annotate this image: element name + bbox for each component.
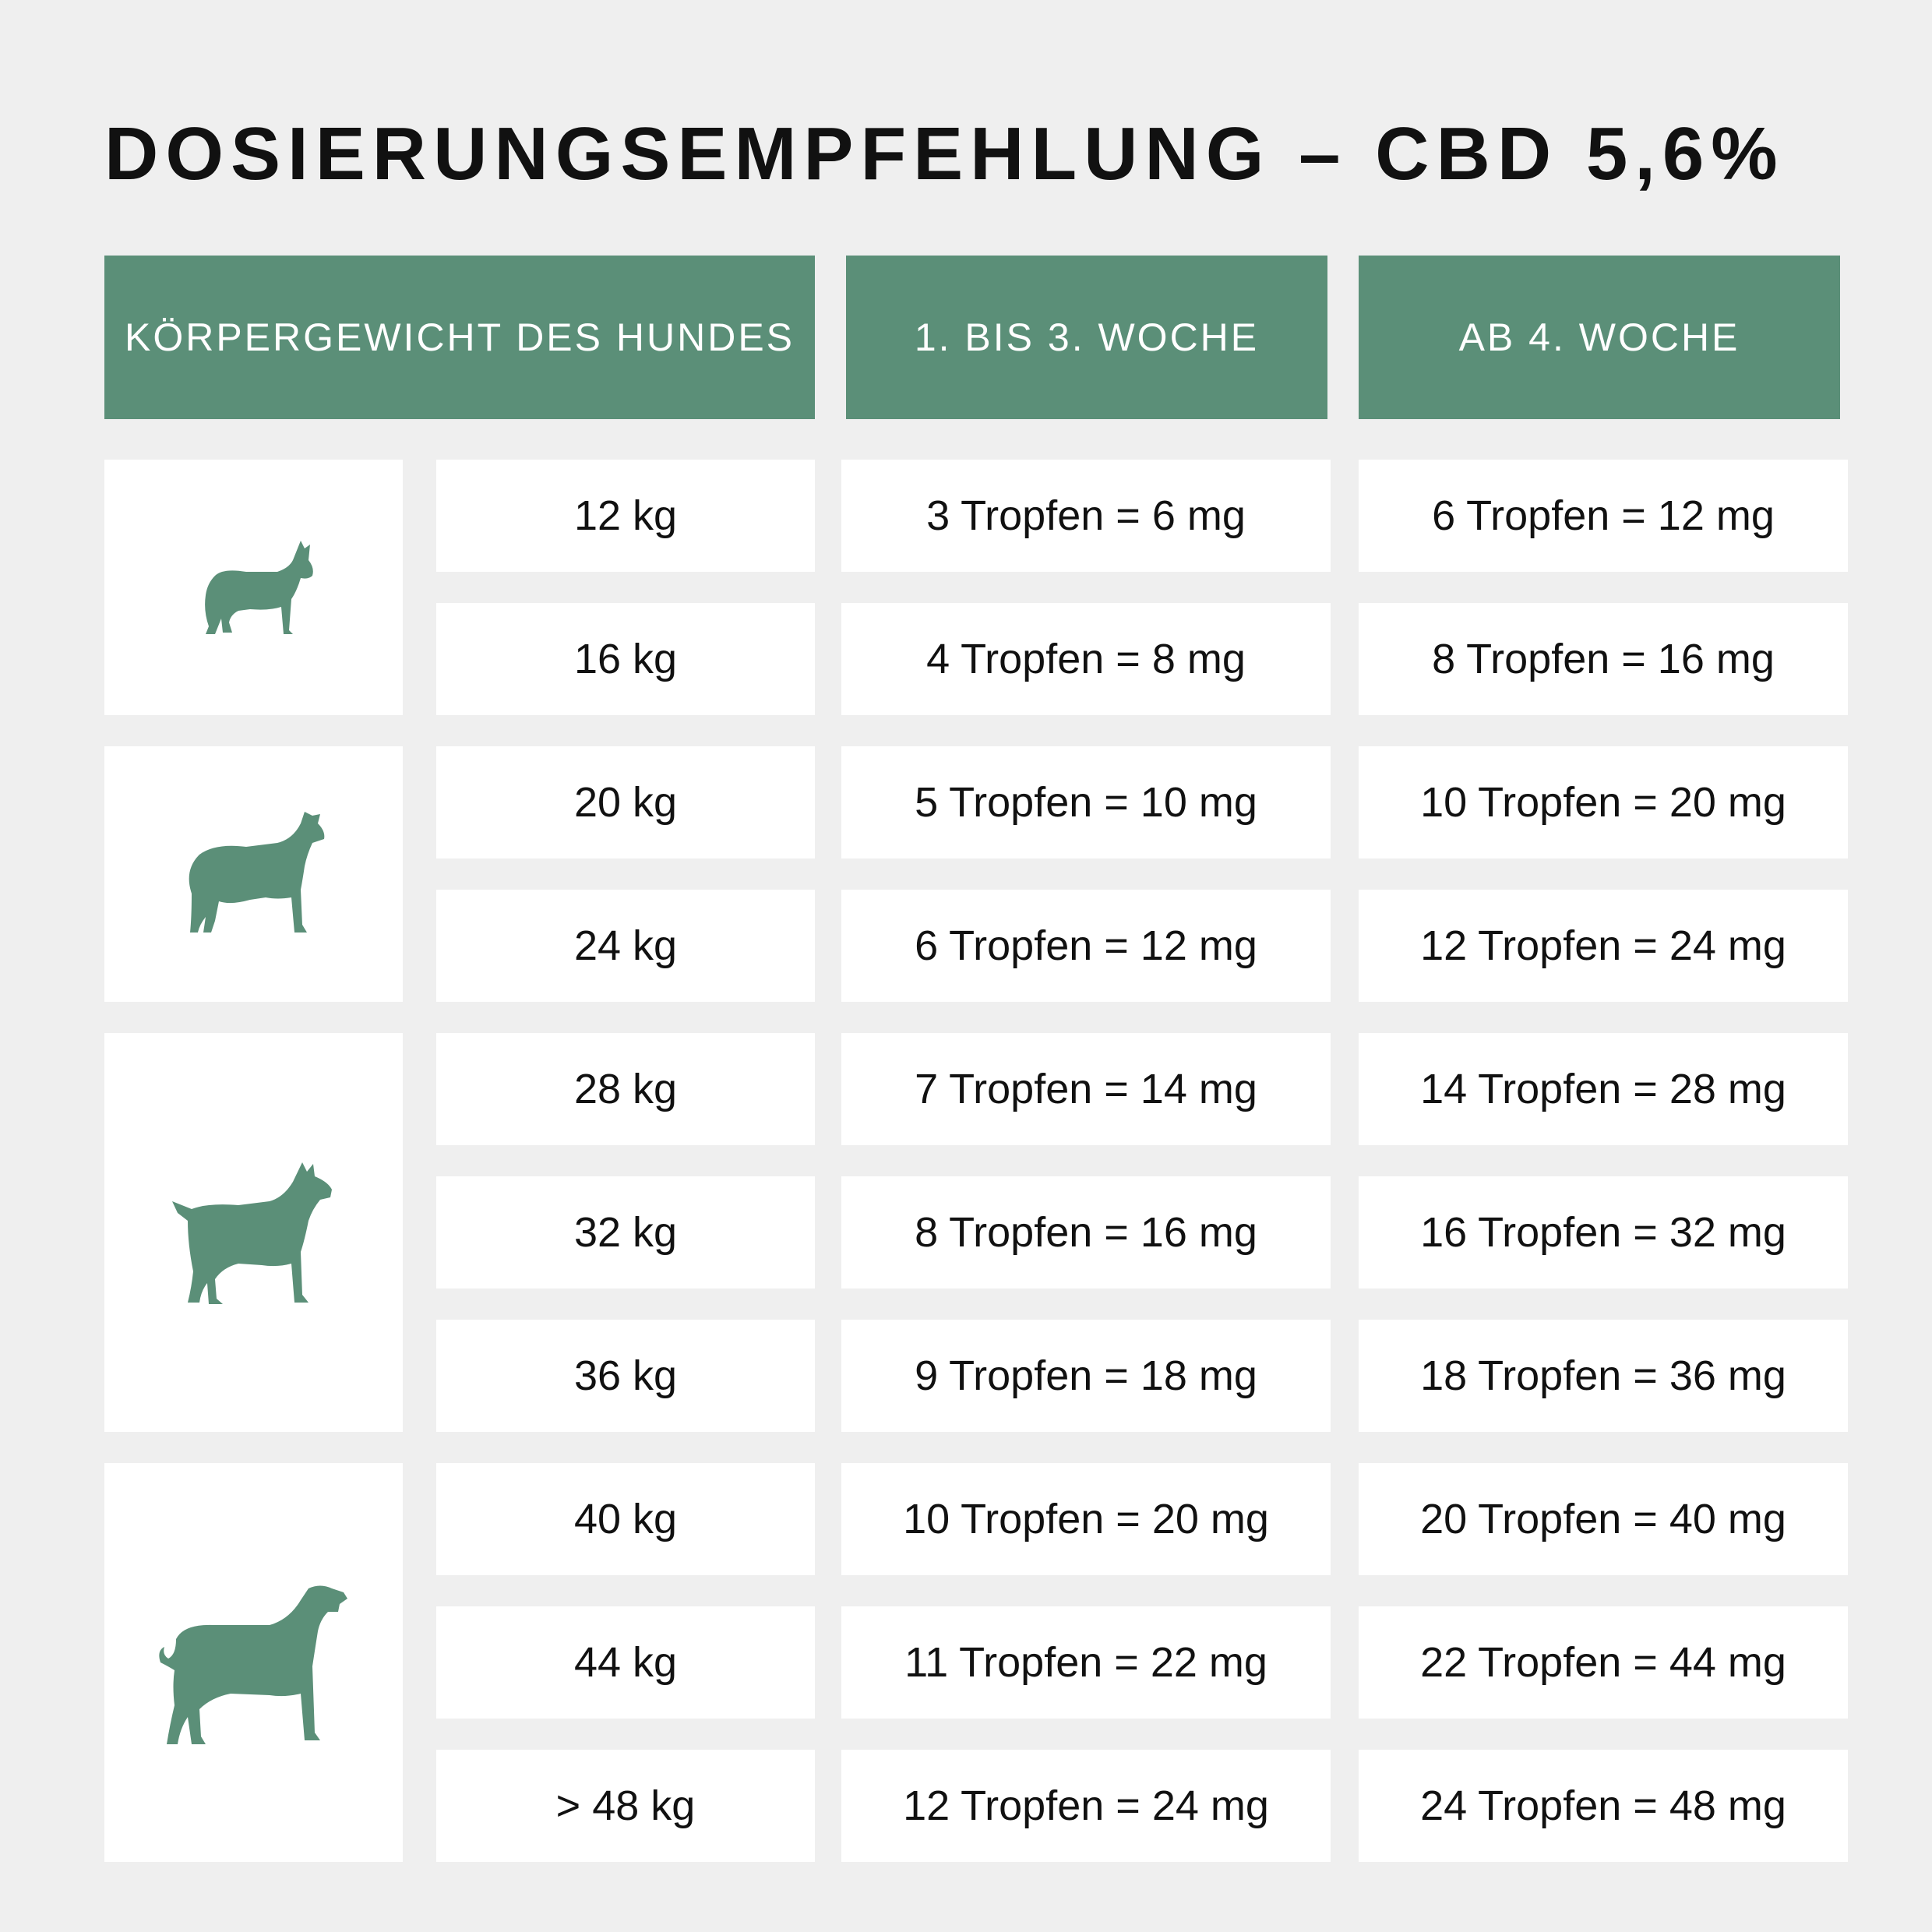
dose-from-week-4-cell: 16 Tropfen = 32 mg xyxy=(1359,1176,1848,1289)
dose-from-week-4-cell: 20 Tropfen = 40 mg xyxy=(1359,1463,1848,1575)
large-dog-cell xyxy=(104,1033,403,1432)
dose-weeks-1-3-cell: 7 Tropfen = 14 mg xyxy=(841,1033,1331,1145)
weight-cell: 40 kg xyxy=(436,1463,815,1575)
weight-cell: 36 kg xyxy=(436,1320,815,1432)
small-dog-icon xyxy=(204,541,313,634)
weight-cell: 32 kg xyxy=(436,1176,815,1289)
dose-from-week-4-cell: 8 Tropfen = 16 mg xyxy=(1359,603,1848,715)
dose-weeks-1-3-cell: 12 Tropfen = 24 mg xyxy=(841,1750,1331,1862)
weight-cell: 28 kg xyxy=(436,1033,815,1145)
header-weeks-1-3: 1. BIS 3. WOCHE xyxy=(846,256,1327,419)
dose-from-week-4-cell: 6 Tropfen = 12 mg xyxy=(1359,460,1848,572)
dose-from-week-4-cell: 18 Tropfen = 36 mg xyxy=(1359,1320,1848,1432)
dose-weeks-1-3-cell: 6 Tropfen = 12 mg xyxy=(841,890,1331,1002)
dose-weeks-1-3-cell: 4 Tropfen = 8 mg xyxy=(841,603,1331,715)
giant-dog-cell xyxy=(104,1463,403,1862)
large-dog-icon xyxy=(171,1162,332,1304)
weight-cell: 12 kg xyxy=(436,460,815,572)
small-dog-cell xyxy=(104,460,403,715)
dose-from-week-4-cell: 12 Tropfen = 24 mg xyxy=(1359,890,1848,1002)
weight-cell: 24 kg xyxy=(436,890,815,1002)
giant-dog-icon xyxy=(158,1585,347,1744)
dose-from-week-4-cell: 24 Tropfen = 48 mg xyxy=(1359,1750,1848,1862)
weight-cell: 16 kg xyxy=(436,603,815,715)
dose-weeks-1-3-cell: 9 Tropfen = 18 mg xyxy=(841,1320,1331,1432)
weight-cell: 44 kg xyxy=(436,1606,815,1719)
medium-dog-cell xyxy=(104,746,403,1002)
dose-weeks-1-3-cell: 10 Tropfen = 20 mg xyxy=(841,1463,1331,1575)
page-title: DOSIERUNGSEMPFEHLUNG – CBD 5,6% xyxy=(104,112,1785,196)
header-from-week-4: AB 4. WOCHE xyxy=(1359,256,1840,419)
dose-weeks-1-3-cell: 3 Tropfen = 6 mg xyxy=(841,460,1331,572)
weight-cell: > 48 kg xyxy=(436,1750,815,1862)
dose-from-week-4-cell: 22 Tropfen = 44 mg xyxy=(1359,1606,1848,1719)
weight-cell: 20 kg xyxy=(436,746,815,858)
dose-from-week-4-cell: 10 Tropfen = 20 mg xyxy=(1359,746,1848,858)
medium-dog-icon xyxy=(189,812,324,933)
dose-weeks-1-3-cell: 11 Tropfen = 22 mg xyxy=(841,1606,1331,1719)
header-body-weight: KÖRPERGEWICHT DES HUNDES xyxy=(104,256,815,419)
dose-weeks-1-3-cell: 8 Tropfen = 16 mg xyxy=(841,1176,1331,1289)
dose-from-week-4-cell: 14 Tropfen = 28 mg xyxy=(1359,1033,1848,1145)
dose-weeks-1-3-cell: 5 Tropfen = 10 mg xyxy=(841,746,1331,858)
